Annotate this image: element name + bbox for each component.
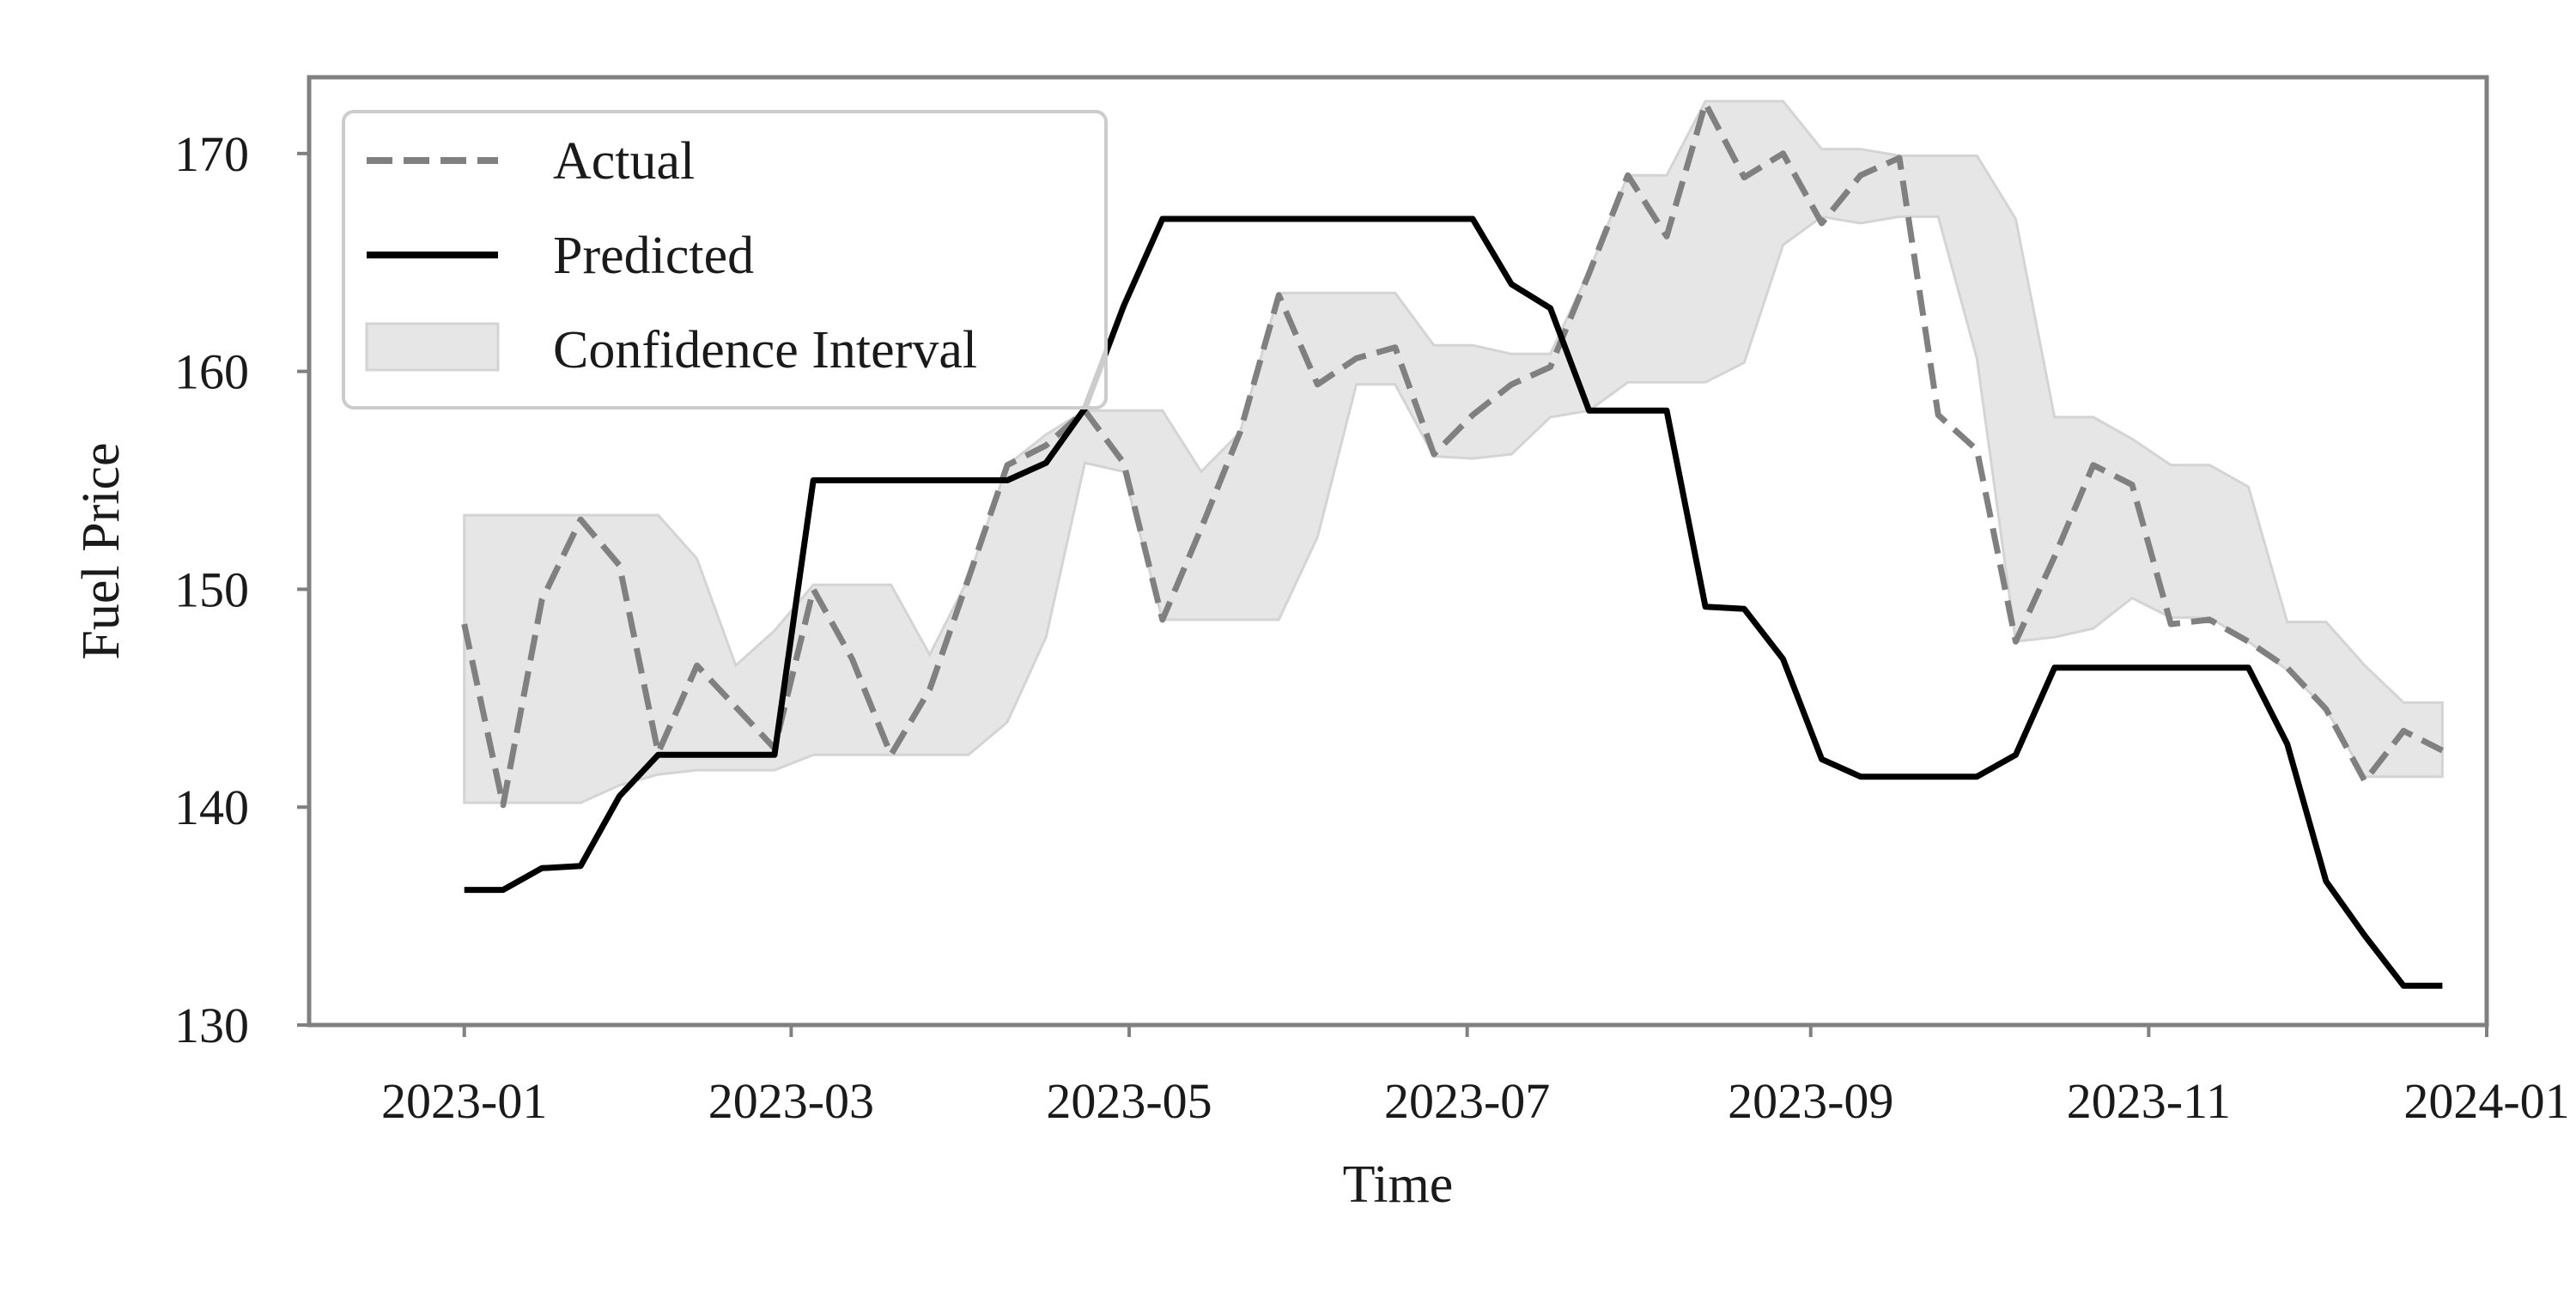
series-lines-layer [461,100,2444,989]
x-axis-title: Time [1343,1156,1454,1214]
series-line-predicted [464,215,2443,989]
x-tick-label: 2023-09 [1728,1073,1893,1129]
y-tick-label: 160 [174,344,249,400]
x-tick-label: 2023-03 [708,1073,874,1129]
legend-predicted-label: Predicted [553,227,754,285]
x-tick-label: 2024-01 [2403,1073,2569,1129]
x-tick-label: 2023-01 [381,1073,547,1129]
legend-frame [342,110,1108,409]
legend-actual-label: Actual [553,132,695,191]
legend-ci-swatch [365,322,500,372]
legend: Actual Predicted Confidence Interval [342,110,1108,409]
confidence-interval-band [463,100,2444,804]
y-tick-label: 130 [174,998,249,1053]
y-axis-title: Fuel Price [72,442,131,659]
confidence-band-layer [463,100,2444,804]
x-tick-label: 2023-11 [2067,1073,2231,1129]
plot-frame [307,75,2489,1028]
y-tick-label: 140 [174,779,249,835]
series-line-actual [461,100,2444,809]
y-axis: 130 140 150 160 170 [174,126,309,1053]
x-axis: 2023-01 2023-03 2023-05 2023-07 2023-09 2023-… [381,1025,2570,1129]
y-tick-label: 170 [174,126,249,182]
x-tick-label: 2023-05 [1046,1073,1212,1129]
x-tick-label: 2023-07 [1384,1073,1550,1129]
y-tick-label: 150 [174,561,249,617]
legend-ci-label: Confidence Interval [553,321,977,379]
